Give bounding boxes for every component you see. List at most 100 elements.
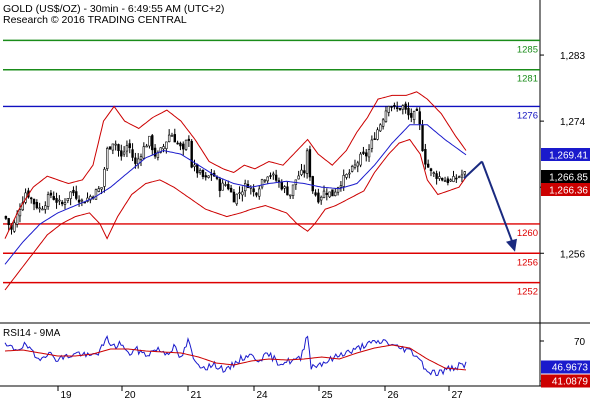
candle-body	[173, 134, 176, 143]
candle-body	[108, 146, 112, 150]
candle-body	[334, 191, 337, 196]
candle-body	[336, 187, 340, 193]
candle-body	[75, 191, 78, 199]
candle-body	[52, 196, 55, 200]
candle-body	[339, 185, 343, 188]
candle-body	[103, 168, 106, 187]
bollinger-lower	[4, 138, 467, 291]
candle-body	[111, 143, 115, 151]
time-tick-label: 26	[387, 390, 399, 400]
price-badges: 1,269.41 1,266.85 1,266.36	[541, 148, 590, 197]
candle-body	[387, 106, 390, 113]
candles	[4, 101, 466, 235]
candle-body	[30, 197, 33, 200]
moving-average	[4, 124, 467, 265]
level-lines: 1285 1281 1276 1260 1256 1252	[3, 39, 540, 298]
rsi-tick-label: 70	[574, 337, 586, 348]
candle-body	[300, 169, 303, 175]
level-label-1260: 1260	[517, 228, 538, 239]
candle-body	[396, 107, 399, 109]
forecast-arrow	[463, 160, 517, 252]
candle-body	[32, 198, 36, 205]
candle-body	[120, 150, 123, 157]
candle-body	[35, 201, 39, 209]
candle-body	[325, 192, 329, 195]
candle-body	[317, 192, 320, 203]
rsi-badge-label: 41.0879	[552, 377, 589, 388]
candle-body	[348, 172, 351, 175]
candle-body	[446, 178, 450, 183]
candle-body	[187, 138, 191, 141]
candle-body	[66, 198, 70, 201]
candle-body	[159, 147, 162, 153]
candle-body	[463, 171, 466, 175]
candle-body	[142, 146, 146, 159]
candle-body	[72, 189, 75, 194]
candle-body	[412, 110, 416, 120]
candle-body	[134, 157, 137, 164]
candle-body	[322, 190, 326, 198]
candle-body	[94, 189, 98, 200]
candle-body	[370, 139, 374, 149]
candle-body	[44, 205, 47, 210]
candle-body	[365, 152, 368, 157]
candle-body	[184, 139, 188, 150]
candle-body	[243, 183, 247, 192]
candle-body	[260, 179, 264, 188]
candle-body	[100, 187, 103, 190]
candle-body	[418, 111, 421, 125]
candle-body	[13, 222, 16, 232]
candle-body	[60, 201, 64, 205]
candle-body	[398, 107, 402, 111]
candle-body	[429, 168, 433, 172]
candle-body	[182, 143, 185, 150]
candle-body	[424, 148, 427, 165]
price-tick-label: 1,283	[560, 51, 585, 62]
candle-body	[106, 148, 109, 169]
candle-body	[114, 143, 117, 146]
candle-body	[151, 135, 154, 151]
candle-body	[379, 124, 382, 132]
candle-body	[289, 194, 292, 197]
candle-body	[319, 196, 323, 201]
candle-body	[342, 175, 345, 187]
candle-body	[401, 105, 405, 110]
arrow-shaft	[481, 161, 514, 245]
candle-body	[455, 177, 458, 180]
candle-body	[457, 176, 461, 178]
price-badge-blue	[541, 148, 590, 161]
candle-body	[393, 104, 396, 107]
candle-body	[314, 192, 317, 196]
chart-title: GOLD (US$/OZ) - 30min - 6:49:55 AM (UTC+…	[3, 3, 224, 15]
candle-body	[353, 164, 357, 168]
candle-body	[443, 180, 447, 183]
candle-body	[331, 189, 334, 197]
candle-body	[269, 175, 272, 177]
candle-body	[190, 140, 193, 168]
candle-body	[148, 135, 151, 147]
candle-body	[367, 149, 371, 158]
candle-body	[359, 153, 362, 166]
candle-body	[291, 184, 295, 196]
candle-body	[460, 174, 464, 178]
candle-body	[196, 164, 199, 174]
candle-body	[235, 193, 238, 205]
level-label-1276: 1276	[517, 110, 538, 121]
time-tick-label: 24	[256, 390, 268, 400]
level-label-1256: 1256	[517, 257, 538, 268]
candle-body	[55, 198, 58, 203]
candle-body	[145, 145, 148, 148]
arrow-head	[506, 238, 517, 252]
candle-body	[38, 207, 41, 210]
level-label-1281: 1281	[517, 74, 538, 85]
candle-body	[241, 191, 244, 196]
candle-body	[162, 146, 165, 150]
rsi-title: RSI14 - 9MA	[3, 328, 61, 339]
candle-body	[308, 149, 312, 178]
candle-body	[165, 141, 168, 149]
time-axis-ticks: 19 20 21 24 25 26 27	[57, 386, 463, 401]
candle-body	[193, 164, 196, 167]
candle-body	[441, 177, 444, 181]
